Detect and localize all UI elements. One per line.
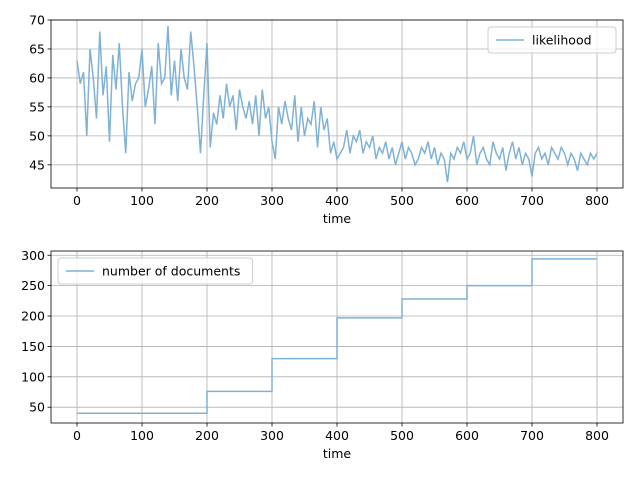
likelihood-x-tick-label: 800 [585,193,609,208]
likelihood-x-tick-label: 0 [73,193,81,208]
documents-x-tick-label: 200 [195,428,219,443]
likelihood-y-tick-label: 70 [29,13,45,28]
documents-y-tick-label: 150 [21,339,45,354]
documents-x-tick-label: 700 [520,428,544,443]
documents-legend-label: number of documents [102,264,240,279]
likelihood-x-tick-label: 700 [520,193,544,208]
likelihood-chart: 0 100 200 300 400 500 600 700 800 45 50 55 60 65 70 t… [29,13,624,226]
documents-legend: number of documents [57,257,254,285]
likelihood-y-tick-label: 65 [29,41,45,56]
documents-x-tick-label: 600 [455,428,479,443]
documents-y-tick-label: 250 [21,278,45,293]
documents-step-line [77,258,597,415]
likelihood-x-tick-label: 400 [325,193,349,208]
documents-y-tick-label: 300 [21,248,45,263]
documents-x-tick-label: 100 [130,428,154,443]
documents-y-tick-label: 200 [21,309,45,324]
likelihood-y-tick-label: 55 [29,99,45,114]
likelihood-x-tick-label: 100 [130,193,154,208]
likelihood-x-tick-label: 200 [195,193,219,208]
likelihood-y-tick-label: 60 [29,70,45,85]
likelihood-y-tick-label: 50 [29,128,45,143]
documents-y-tick-label: 100 [21,369,45,384]
likelihood-legend-label: likelihood [532,33,592,48]
likelihood-x-ticks: 0 100 200 300 400 500 600 700 800 [73,188,609,208]
documents-series [77,258,597,415]
likelihood-y-tick-label: 45 [29,157,45,172]
documents-x-tick-label: 800 [585,428,609,443]
documents-x-tick-label: 300 [260,428,284,443]
documents-x-axis-label: time [323,446,352,461]
likelihood-y-ticks: 45 50 55 60 65 70 [29,13,51,172]
documents-x-tick-label: 0 [73,428,81,443]
likelihood-legend-box [487,26,617,54]
documents-x-tick-label: 500 [390,428,414,443]
likelihood-legend: likelihood [487,26,617,54]
documents-chart: 0 100 200 300 400 500 600 700 800 50 100 150 200 250… [21,248,624,461]
likelihood-x-tick-label: 500 [390,193,414,208]
documents-x-tick-label: 400 [325,428,349,443]
likelihood-series [76,25,598,183]
likelihood-line [76,25,598,183]
documents-legend-box [57,257,254,285]
documents-y-tick-label: 50 [29,400,45,415]
likelihood-x-tick-label: 600 [455,193,479,208]
documents-x-ticks: 0 100 200 300 400 500 600 700 800 [73,423,609,443]
documents-y-ticks: 50 100 150 200 250 300 [21,248,51,415]
likelihood-x-axis-label: time [323,211,352,226]
likelihood-x-tick-label: 300 [260,193,284,208]
